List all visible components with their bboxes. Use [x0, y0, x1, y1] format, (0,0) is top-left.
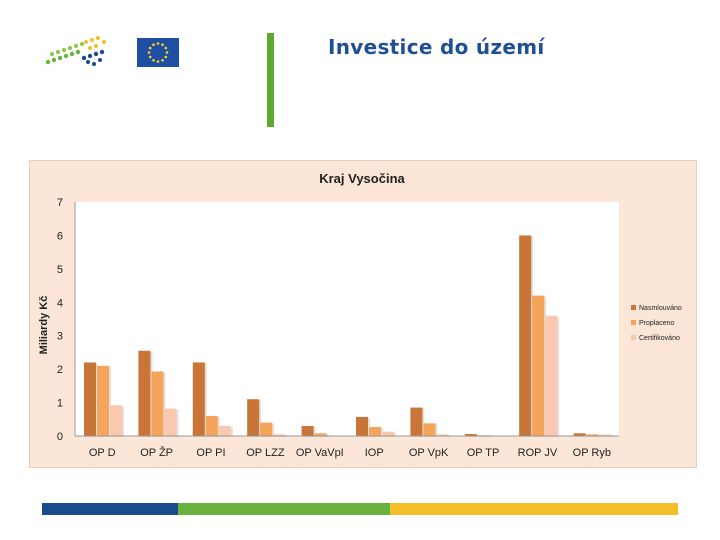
bar [423, 423, 436, 436]
x-category-label: OP LZZ [246, 447, 285, 459]
bar [97, 365, 109, 436]
bar [573, 433, 586, 436]
x-category-label: OP TP [467, 447, 500, 459]
x-category-label: OP D [89, 447, 116, 459]
bar [218, 425, 231, 436]
legend-swatch [631, 320, 636, 325]
header-divider [267, 33, 274, 127]
y-tick-label: 2 [57, 364, 63, 376]
eu-stars [147, 42, 169, 63]
bar [205, 415, 218, 436]
y-axis-label: Miliardy Kč [38, 296, 50, 355]
legend-label: Proplaceno [639, 320, 675, 327]
x-category-label: OP VaVpI [296, 447, 344, 459]
bar [84, 362, 96, 436]
legend: Nasmlouváno Proplaceno Certifikováno [631, 305, 682, 342]
y-tick-label: 7 [57, 197, 63, 209]
bar [436, 434, 449, 436]
bar [532, 295, 545, 436]
x-category-label: OP Ryb [573, 447, 611, 459]
legend-swatch [631, 335, 636, 340]
bar [110, 405, 122, 436]
legend-label: Certifikováno [639, 335, 680, 342]
x-category-label: OP VpK [409, 447, 449, 459]
legend-swatch [631, 305, 636, 310]
bar [314, 433, 327, 436]
bar [382, 431, 394, 436]
bar [138, 350, 151, 436]
bar [599, 434, 612, 436]
x-category-label: OP PI [196, 447, 225, 459]
y-tick-label: 0 [57, 431, 63, 443]
bar [369, 426, 381, 436]
y-tick-label: 4 [57, 297, 63, 309]
program-logo-dots [45, 36, 106, 66]
program-logo [45, 36, 106, 66]
y-tick-label: 1 [57, 398, 63, 410]
y-axis-ticks: 0 1 2 3 4 5 6 7 [57, 197, 63, 443]
bar [192, 362, 205, 436]
footer-band-yellow [390, 503, 678, 515]
y-tick-label: 3 [57, 331, 63, 343]
legend-label: Nasmlouváno [639, 305, 682, 312]
page-title: Investice do území [328, 35, 545, 59]
bar [464, 433, 477, 436]
y-tick-label: 5 [57, 264, 63, 276]
bars [84, 235, 614, 437]
bar [410, 407, 423, 436]
x-category-label: OP ŽP [140, 446, 173, 459]
footer-band-green [178, 503, 390, 515]
bar [260, 422, 273, 436]
bar [273, 434, 286, 436]
bar [356, 416, 368, 436]
bar-shadow [479, 436, 492, 437]
footer-band-blue [42, 503, 178, 515]
x-category-label: IOP [365, 447, 384, 459]
bar [586, 434, 599, 436]
bar [151, 371, 164, 436]
chart-title: Kraj Vysočina [319, 171, 405, 186]
bar [545, 315, 558, 436]
bar [519, 235, 532, 436]
bar [164, 408, 177, 436]
eu-flag-icon [137, 38, 179, 67]
x-category-label: ROP JV [518, 447, 558, 459]
bar [247, 399, 260, 436]
bar [301, 425, 314, 436]
x-axis-categories: OP D OP ŽP OP PI OP LZZ OP VaVpI IOP OP VpK OP … [89, 446, 611, 459]
y-tick-label: 6 [57, 230, 63, 242]
